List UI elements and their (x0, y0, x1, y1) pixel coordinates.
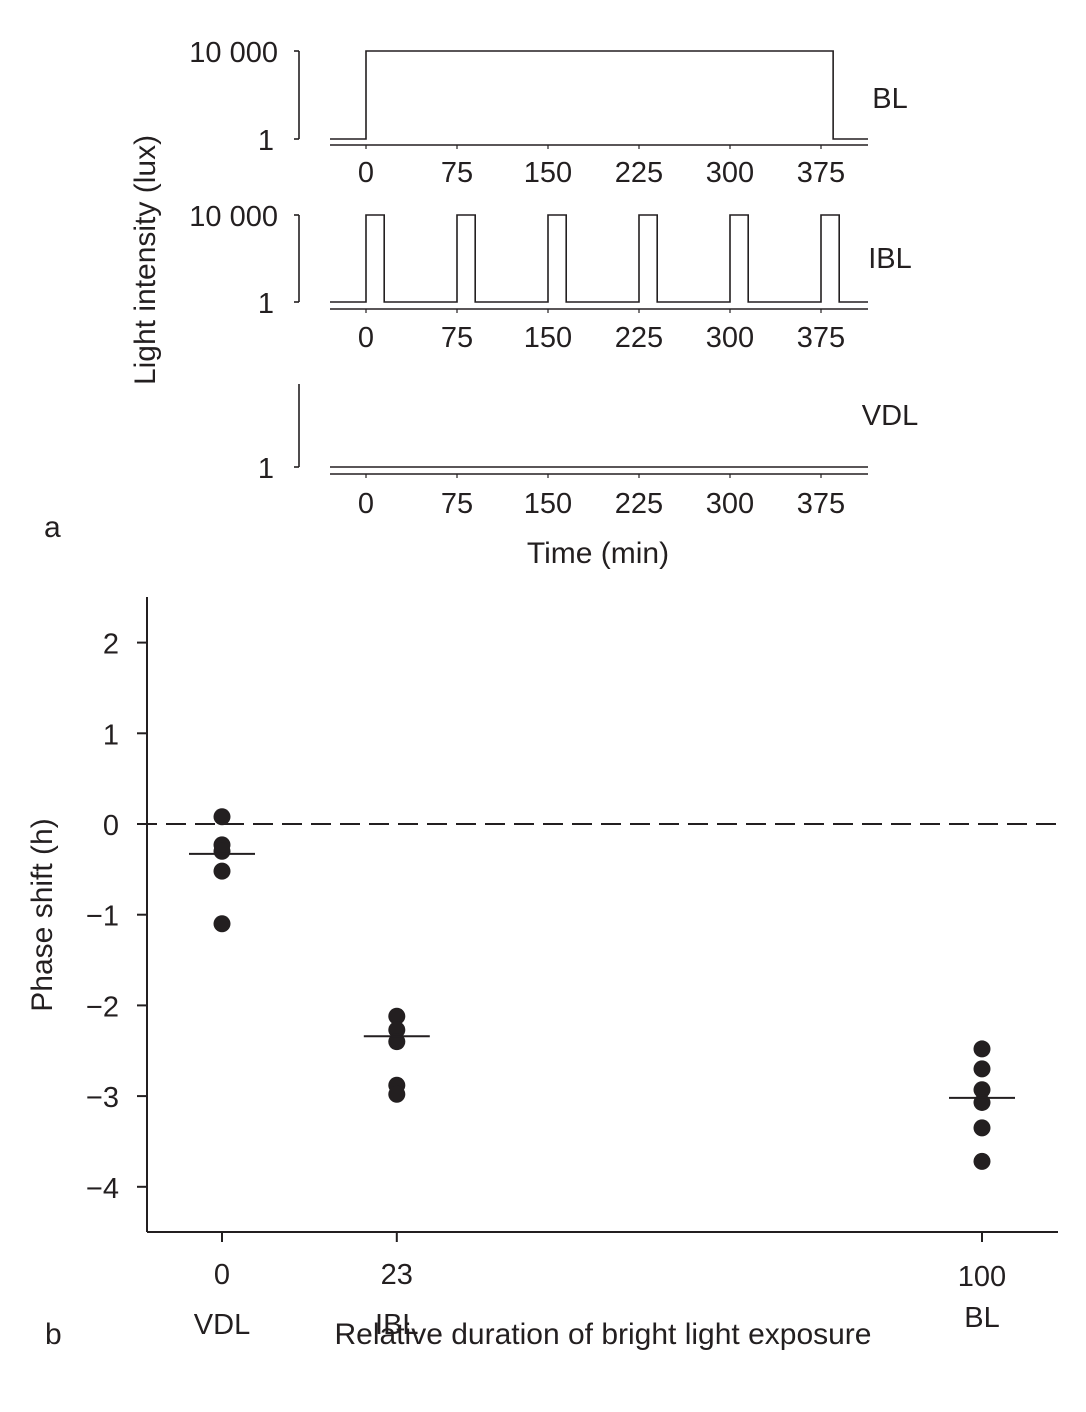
x-tick-label: 300 (706, 488, 754, 520)
y-tick-label: 10 000 (189, 201, 278, 233)
panel-a-plots: 10 000 1 0 75 150 225 300 375 BL 10 000 1 0 75 150 225… (189, 37, 918, 520)
group-ibl: 23 IBL (363, 1007, 430, 1341)
group-label: IBL (375, 1309, 419, 1341)
y-tick-label: 1 (258, 453, 274, 485)
data-point (973, 1040, 991, 1058)
panel-a-ylabel: Light intensity (lux) (129, 135, 162, 385)
x-tick-label: 375 (797, 488, 845, 520)
data-point (973, 1081, 991, 1099)
x-tick-label: 150 (524, 488, 572, 520)
condition-label: BL (872, 83, 907, 115)
x-tick-label: 225 (615, 157, 663, 189)
data-point (973, 1119, 991, 1137)
x-tick-label: 300 (706, 157, 754, 189)
panel-a: Light intensity (lux) a Time (min) 10 00… (44, 37, 918, 570)
y-tick-label: 1 (103, 719, 119, 751)
subplot-bl: 10 000 1 0 75 150 225 300 375 BL (189, 37, 907, 189)
group-vdl: 0 VDL (189, 808, 255, 1341)
x-tick-label: 0 (358, 157, 374, 189)
x-tick-label: 23 (381, 1259, 413, 1291)
x-tick-label: 75 (441, 322, 473, 354)
x-tick-label: 150 (524, 322, 572, 354)
x-tick-label: 75 (441, 488, 473, 520)
data-point (388, 1085, 406, 1103)
subplot-vdl: 1 0 75 150 225 300 375 VDL (258, 384, 918, 520)
data-point (213, 842, 231, 860)
x-tick-label: 150 (524, 157, 572, 189)
condition-label: IBL (868, 243, 912, 275)
data-point (388, 1033, 406, 1051)
data-point (388, 1021, 406, 1039)
x-tick-label: 0 (358, 322, 374, 354)
group-label: BL (964, 1302, 999, 1334)
x-tick-label: 375 (797, 322, 845, 354)
group-label: VDL (194, 1309, 250, 1341)
y-tick-label: 2 (103, 629, 119, 661)
data-point (213, 862, 231, 880)
panel-a-xlabel: Time (min) (527, 537, 669, 570)
y-tick-label: −4 (86, 1173, 119, 1205)
y-tick-label: 0 (103, 810, 119, 842)
panel-b-letter: b (45, 1318, 62, 1351)
panel-b-ylabel: Phase shift (h) (26, 818, 59, 1011)
y-tick-label: −3 (86, 1082, 119, 1114)
x-tick-label: 300 (706, 322, 754, 354)
condition-label: VDL (862, 400, 918, 432)
panel-b-plot: 2 1 0 −1 −2 −3 −4 0 VDL 23 IBL 100 BL (86, 597, 1058, 1341)
data-point (973, 1060, 991, 1078)
x-tick-label: 0 (214, 1259, 230, 1291)
light-trace-ibl (330, 214, 868, 303)
x-tick-label: 0 (358, 488, 374, 520)
x-tick-label: 375 (797, 157, 845, 189)
data-point (973, 1093, 991, 1111)
y-tick-label: 1 (258, 288, 274, 320)
panel-b-xlabel: Relative duration of bright light exposu… (335, 1318, 872, 1351)
y-tick-label: 1 (258, 125, 274, 157)
y-tick-label: −2 (86, 991, 119, 1023)
light-trace-bl (330, 50, 868, 140)
x-tick-label: 75 (441, 157, 473, 189)
data-point (973, 1152, 991, 1170)
subplot-ibl: 10 000 1 0 75 150 225 300 375 IBL (189, 201, 911, 354)
y-tick-label: −1 (86, 901, 119, 933)
data-point (213, 808, 231, 826)
x-tick-label: 225 (615, 322, 663, 354)
data-point (388, 1007, 406, 1025)
x-tick-label: 225 (615, 488, 663, 520)
x-tick-label: 100 (958, 1261, 1006, 1293)
panel-b: Phase shift (h) b Relative duration of b… (26, 597, 1058, 1351)
data-point (213, 915, 231, 933)
group-bl: 100 BL (949, 1040, 1015, 1334)
panel-a-letter: a (44, 511, 61, 544)
y-tick-label: 10 000 (189, 37, 278, 69)
